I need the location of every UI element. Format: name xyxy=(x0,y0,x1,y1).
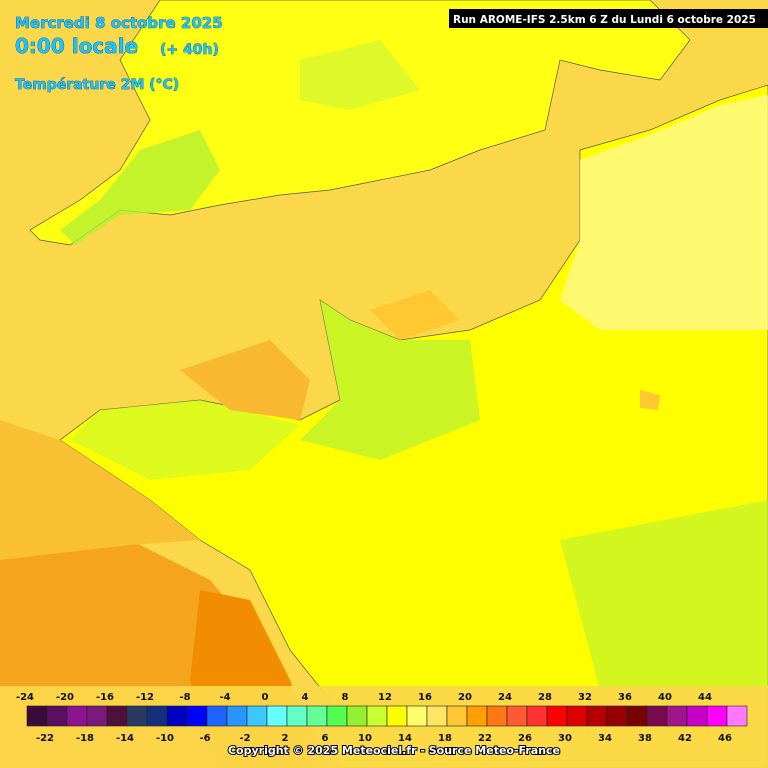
legend-label: 10 xyxy=(358,733,372,744)
legend-cell xyxy=(106,705,128,727)
legend-cell xyxy=(246,705,268,727)
legend-label: 36 xyxy=(618,692,632,703)
legend-label: -18 xyxy=(76,733,94,744)
legend-cell xyxy=(86,705,108,727)
legend-cell xyxy=(166,705,188,727)
legend-cell xyxy=(126,705,148,727)
date: Mercredi 8 octobre 2025 xyxy=(15,14,223,32)
legend-cell xyxy=(466,705,488,727)
legend-cell xyxy=(706,705,728,727)
legend-label: 28 xyxy=(538,692,552,703)
legend-cell xyxy=(266,705,288,727)
green-area xyxy=(70,400,300,480)
legend-label: 18 xyxy=(438,733,452,744)
green-area xyxy=(300,40,420,110)
legend-label: -22 xyxy=(36,733,54,744)
run-box xyxy=(449,9,768,28)
legend-label: 26 xyxy=(518,733,532,744)
legend-cell xyxy=(66,705,88,727)
legend-cell xyxy=(626,705,648,727)
legend-label: 24 xyxy=(498,692,512,703)
legend-cell xyxy=(226,705,248,727)
legend-cell xyxy=(646,705,668,727)
legend-label: -14 xyxy=(116,733,134,744)
legend-cell xyxy=(566,705,588,727)
legend-cell xyxy=(286,705,308,727)
parameter: Température 2M (°C) xyxy=(15,77,179,93)
legend-label: -20 xyxy=(56,692,74,703)
legend-cell xyxy=(306,705,328,727)
legend-cell xyxy=(386,705,408,727)
legend-cell xyxy=(326,705,348,727)
legend-label: -12 xyxy=(136,692,154,703)
warm-sea xyxy=(370,290,460,340)
legend-label: 16 xyxy=(418,692,432,703)
copyright: Copyright © 2025 Meteociel.fr - Source M… xyxy=(228,744,560,757)
legend-label: -2 xyxy=(239,733,250,744)
legend-cell xyxy=(46,705,68,727)
legend-cell xyxy=(526,705,548,727)
legend-label: 12 xyxy=(378,692,392,703)
legend-cell xyxy=(346,705,368,727)
legend-label: 22 xyxy=(478,733,492,744)
legend-label: 34 xyxy=(598,733,612,744)
green-area xyxy=(300,300,480,460)
legend-label: -16 xyxy=(96,692,114,703)
legend-label: 0 xyxy=(262,692,269,703)
warm-sea xyxy=(180,340,310,420)
legend-label: 2 xyxy=(282,733,289,744)
legend-label: 38 xyxy=(638,733,652,744)
legend-label: 14 xyxy=(398,733,412,744)
legend-cell xyxy=(146,705,168,727)
color-legend: -24-22-20-18-16-14-12-10-8-6-4-202468101… xyxy=(16,692,748,744)
cool-area xyxy=(560,95,768,330)
legend-cell xyxy=(546,705,568,727)
legend-label: -8 xyxy=(179,692,190,703)
legend-cell xyxy=(726,705,748,727)
legend-label: 46 xyxy=(718,733,732,744)
legend-cell xyxy=(426,705,448,727)
paris-warm xyxy=(640,390,660,410)
legend-cell xyxy=(26,705,48,727)
legend-cell xyxy=(666,705,688,727)
time: 0:00 locale xyxy=(15,34,138,58)
legend-label: 4 xyxy=(302,692,309,703)
legend-cell xyxy=(486,705,508,727)
legend-label: 6 xyxy=(322,733,329,744)
legend-cell xyxy=(206,705,228,727)
legend-label: 44 xyxy=(698,692,712,703)
legend-label: 30 xyxy=(558,733,572,744)
legend-label: -10 xyxy=(156,733,174,744)
legend-cell xyxy=(186,705,208,727)
legend-cell xyxy=(406,705,428,727)
green-area xyxy=(560,500,768,700)
legend-label: -4 xyxy=(219,692,230,703)
legend-label: 20 xyxy=(458,692,472,703)
legend-cell xyxy=(446,705,468,727)
legend-label: 8 xyxy=(342,692,349,703)
run-label: Run AROME-IFS 2.5km 6 Z du Lundi 6 octob… xyxy=(453,14,756,26)
legend-label: 42 xyxy=(678,733,692,744)
legend-label: -24 xyxy=(16,692,34,703)
green-area xyxy=(60,130,220,245)
legend-cell xyxy=(686,705,708,727)
legend-label: 32 xyxy=(578,692,592,703)
legend-label: -6 xyxy=(199,733,210,744)
legend-background xyxy=(0,686,768,768)
legend-cell xyxy=(606,705,628,727)
warm-sea xyxy=(0,420,200,560)
legend-cell xyxy=(366,705,388,727)
lead-time: (+ 40h) xyxy=(160,42,219,58)
legend-cell xyxy=(586,705,608,727)
legend-label: 40 xyxy=(658,692,672,703)
legend-cell xyxy=(506,705,528,727)
